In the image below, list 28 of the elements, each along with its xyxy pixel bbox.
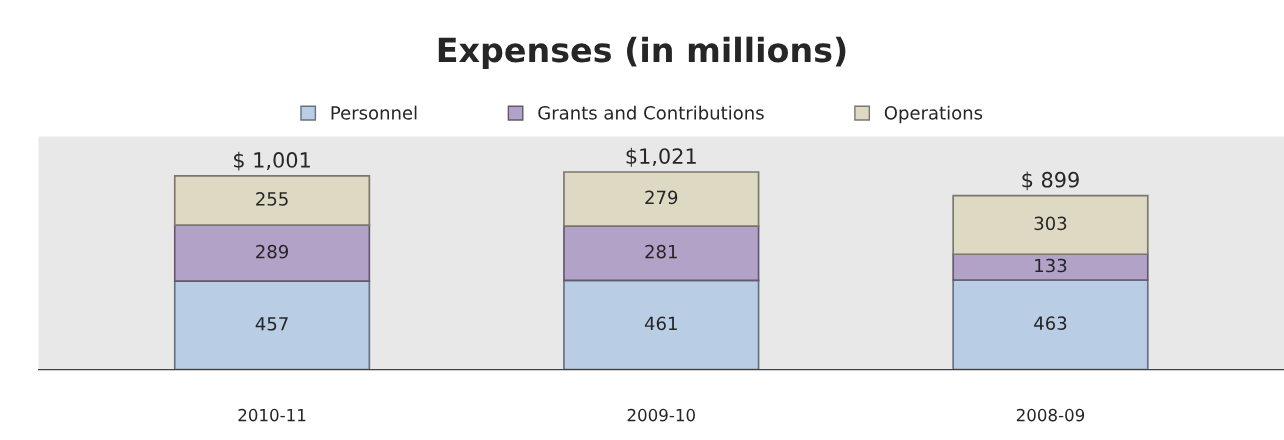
data-label: 461: [644, 316, 677, 331]
data-label: 279: [645, 190, 678, 205]
x-tick-label: 2008-09: [1016, 408, 1085, 422]
x-tick-label: 2009-10: [627, 408, 695, 422]
data-label: 133: [1035, 258, 1067, 273]
legend-label: Personnel: [331, 105, 417, 120]
bar: [563, 225, 760, 282]
data-label: 255: [256, 192, 288, 206]
data-label: 457: [255, 317, 288, 331]
chart-title: Expenses (in millions): [438, 36, 846, 69]
bar: [173, 280, 371, 370]
total-label: $ 899: [1022, 171, 1079, 191]
bar: [563, 171, 760, 227]
bar: [952, 279, 1149, 370]
legend-label: Operations: [884, 105, 983, 124]
bar: [173, 224, 371, 282]
data-label: 281: [645, 244, 677, 259]
total-label: $ 1,001: [234, 151, 310, 171]
legend-label: Grants and Contributions: [538, 105, 764, 120]
bar: [563, 279, 760, 370]
bar: [952, 194, 1149, 256]
data-label: 463: [1034, 316, 1067, 331]
total-label: $1,021: [626, 147, 696, 167]
data-label: 289: [256, 244, 289, 259]
bar: [952, 253, 1149, 281]
x-tick-label: 2010-11: [238, 408, 306, 422]
data-label: 303: [1034, 216, 1067, 231]
bar: [173, 175, 371, 227]
